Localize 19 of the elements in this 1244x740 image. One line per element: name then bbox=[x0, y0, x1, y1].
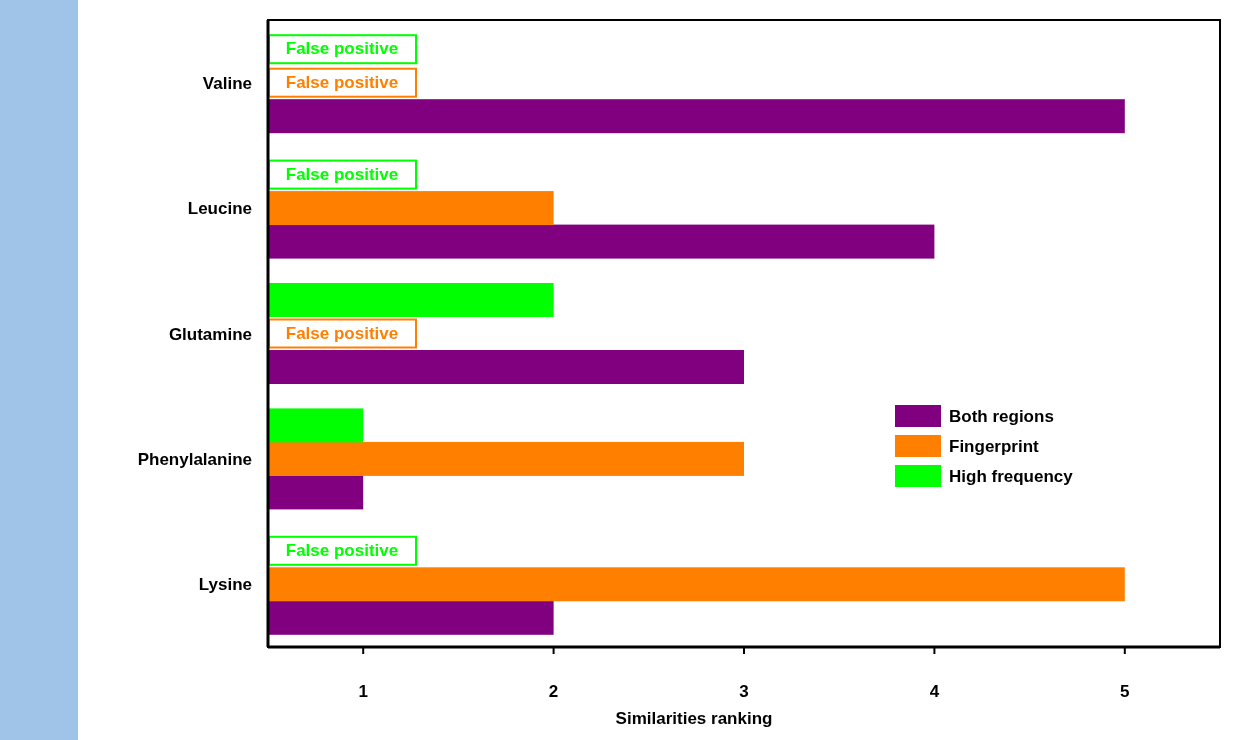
legend-label: Fingerprint bbox=[949, 437, 1040, 456]
text: False positive bbox=[285, 72, 399, 92]
x-tick-label: 2 bbox=[548, 682, 559, 701]
text: False positive bbox=[285, 540, 399, 560]
y-tick-label: Phenylalanine bbox=[137, 449, 252, 469]
legend-label: High frequency bbox=[949, 467, 1074, 486]
text: False positive bbox=[285, 323, 399, 343]
text: False positive bbox=[285, 164, 399, 184]
x-tick-label: 3 bbox=[739, 682, 749, 701]
x-axis-title: Similarities ranking bbox=[615, 709, 773, 728]
x-tick-label: 4 bbox=[929, 682, 940, 701]
y-tick-label: Lysine bbox=[198, 575, 252, 595]
legend-label: Both regions bbox=[949, 407, 1054, 426]
x-tick-label: 5 bbox=[1120, 682, 1130, 701]
x-tick-label: 1 bbox=[358, 682, 368, 701]
y-tick-label: Valine bbox=[202, 73, 252, 93]
y-tick-label: Leucine bbox=[187, 199, 252, 219]
y-tick-label: Glutamine bbox=[168, 324, 252, 344]
text: False positive bbox=[285, 39, 399, 59]
